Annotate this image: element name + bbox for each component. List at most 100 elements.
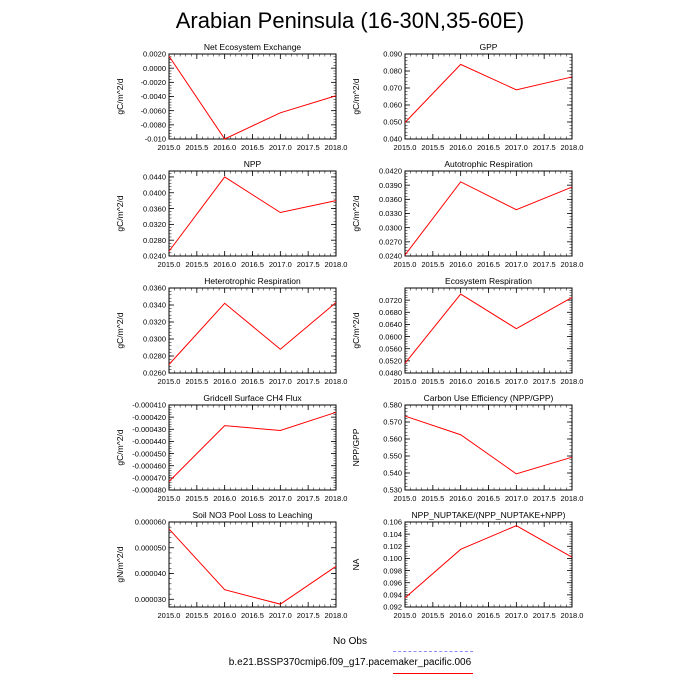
y-tick-label: -0.010 xyxy=(145,135,166,144)
y-tick-label: 0.0560 xyxy=(379,344,402,353)
x-tick-label: 2016.0 xyxy=(213,260,236,269)
panel-8: Carbon Use Efficiency (NPP/GPP) NPP/GPP 20… xyxy=(351,393,583,503)
legend-obs-label: No Obs xyxy=(333,636,367,647)
legend-obs-line xyxy=(393,651,473,652)
x-tick-label: 2018.0 xyxy=(325,260,348,269)
x-tick-label: 2016.5 xyxy=(477,260,500,269)
panel-title: Soil NO3 Pool Loss to Leaching xyxy=(192,510,312,520)
y-axis-label: gC/m^2/d xyxy=(115,429,125,465)
x-tick-label: 2017.5 xyxy=(297,143,320,152)
y-tick-label: 0.000060 xyxy=(135,518,166,527)
x-tick-label: 2016.0 xyxy=(213,611,236,620)
y-tick-label: 0.000030 xyxy=(135,595,166,604)
y-tick-label: -0.000420 xyxy=(132,413,166,422)
x-tick-label: 2015.0 xyxy=(394,260,417,269)
y-tick-label: -0.0020 xyxy=(141,78,166,87)
y-tick-label: 0.0520 xyxy=(379,357,402,366)
y-tick-label: 0.0600 xyxy=(379,332,402,341)
x-tick-label: 2017.5 xyxy=(533,260,556,269)
plot-frame xyxy=(168,287,337,374)
x-tick-label: 2017.0 xyxy=(269,377,292,386)
y-tick-label: 0.0360 xyxy=(143,284,166,293)
y-tick-label: 0.102 xyxy=(383,542,402,551)
x-tick-label: 2018.0 xyxy=(325,494,348,503)
x-tick-label: 2016.0 xyxy=(449,143,472,152)
y-tick-label: 0.0240 xyxy=(143,252,166,261)
y-tick-label: 0.060 xyxy=(383,101,402,110)
y-tick-label: 0.0400 xyxy=(143,188,166,197)
y-tick-label: 0.0360 xyxy=(379,195,402,204)
panel-title: NPP xyxy=(244,159,262,169)
y-tick-label: -0.000410 xyxy=(132,401,166,410)
y-tick-label: 0.0000 xyxy=(143,64,166,73)
panel-9: Soil NO3 Pool Loss to Leaching gN/m^2/d 20… xyxy=(115,510,347,620)
x-tick-label: 2015.0 xyxy=(394,494,417,503)
x-tick-label: 2016.5 xyxy=(477,494,500,503)
y-tick-label: -0.000450 xyxy=(132,449,166,458)
plot-frame xyxy=(168,404,337,491)
x-tick-label: 2016.0 xyxy=(213,494,236,503)
x-tick-label: 2017.0 xyxy=(505,260,528,269)
series-line xyxy=(404,293,573,364)
y-tick-label: 0.0640 xyxy=(379,320,402,329)
y-tick-label: -0.0040 xyxy=(141,92,166,101)
x-tick-label: 2017.0 xyxy=(505,494,528,503)
plot-frame xyxy=(168,521,337,608)
y-tick-label: 0.104 xyxy=(383,530,402,539)
x-tick-label: 2016.0 xyxy=(213,143,236,152)
x-tick-label: 2016.0 xyxy=(449,611,472,620)
y-tick-label: 0.080 xyxy=(383,67,402,76)
x-tick-label: 2015.0 xyxy=(158,611,181,620)
plot-frame xyxy=(404,404,573,491)
x-tick-label: 2016.5 xyxy=(241,377,264,386)
y-tick-label: 0.070 xyxy=(383,84,402,93)
y-tick-label: 0.0360 xyxy=(143,204,166,213)
y-tick-label: 0.0480 xyxy=(379,369,402,378)
y-tick-label: 0.530 xyxy=(383,486,402,495)
y-tick-label: 0.540 xyxy=(383,469,402,478)
y-tick-label: 0.050 xyxy=(383,118,402,127)
panel-title: Carbon Use Efficiency (NPP/GPP) xyxy=(424,393,554,403)
x-tick-label: 2015.0 xyxy=(394,611,417,620)
x-tick-label: 2015.0 xyxy=(394,143,417,152)
y-tick-label: -0.000470 xyxy=(132,474,166,483)
legend-model-label: b.e21.BSSP370cmip6.f09_g17.pacemaker_pac… xyxy=(228,657,472,668)
x-tick-label: 2018.0 xyxy=(561,143,584,152)
x-tick-label: 2018.0 xyxy=(325,377,348,386)
y-tick-label: -0.000460 xyxy=(132,461,166,470)
x-tick-label: 2017.0 xyxy=(269,260,292,269)
x-tick-label: 2018.0 xyxy=(561,611,584,620)
series-line xyxy=(404,63,573,123)
panel-10: NPP_NUPTAKE/(NPP_NUPTAKE+NPP) NA 2015.0 201… xyxy=(351,510,583,620)
x-tick-label: 2015.5 xyxy=(185,260,208,269)
x-tick-label: 2015.5 xyxy=(421,494,444,503)
x-tick-label: 2017.5 xyxy=(297,260,320,269)
panel-title: Net Ecosystem Exchange xyxy=(204,42,302,52)
y-tick-label: 0.0240 xyxy=(379,252,402,261)
y-tick-label: 0.106 xyxy=(383,518,402,527)
series-line xyxy=(404,525,573,599)
y-tick-label: 0.0720 xyxy=(379,296,402,305)
y-tick-label: 0.0320 xyxy=(143,318,166,327)
y-tick-label: 0.040 xyxy=(383,135,402,144)
x-tick-label: 2017.0 xyxy=(269,611,292,620)
y-axis-label: gC/m^2/d xyxy=(351,195,361,231)
y-tick-label: -0.000440 xyxy=(132,437,166,446)
x-tick-label: 2015.5 xyxy=(421,377,444,386)
x-tick-label: 2018.0 xyxy=(561,260,584,269)
x-tick-label: 2016.5 xyxy=(241,494,264,503)
y-tick-label: 0.0020 xyxy=(143,50,166,59)
x-tick-label: 2016.0 xyxy=(449,494,472,503)
y-axis-label: gC/m^2/d xyxy=(351,312,361,348)
y-tick-label: -0.0060 xyxy=(141,106,166,115)
y-tick-label: 0.0260 xyxy=(143,369,166,378)
panel-title: Heterotrophic Respiration xyxy=(204,276,301,286)
x-tick-label: 2016.5 xyxy=(241,260,264,269)
plot-frame xyxy=(404,287,573,374)
x-tick-label: 2017.0 xyxy=(505,143,528,152)
y-tick-label: 0.0300 xyxy=(379,223,402,232)
x-tick-label: 2017.0 xyxy=(269,494,292,503)
series-line xyxy=(404,415,573,475)
x-tick-label: 2015.5 xyxy=(185,611,208,620)
y-axis-label: gC/m^2/d xyxy=(351,78,361,114)
